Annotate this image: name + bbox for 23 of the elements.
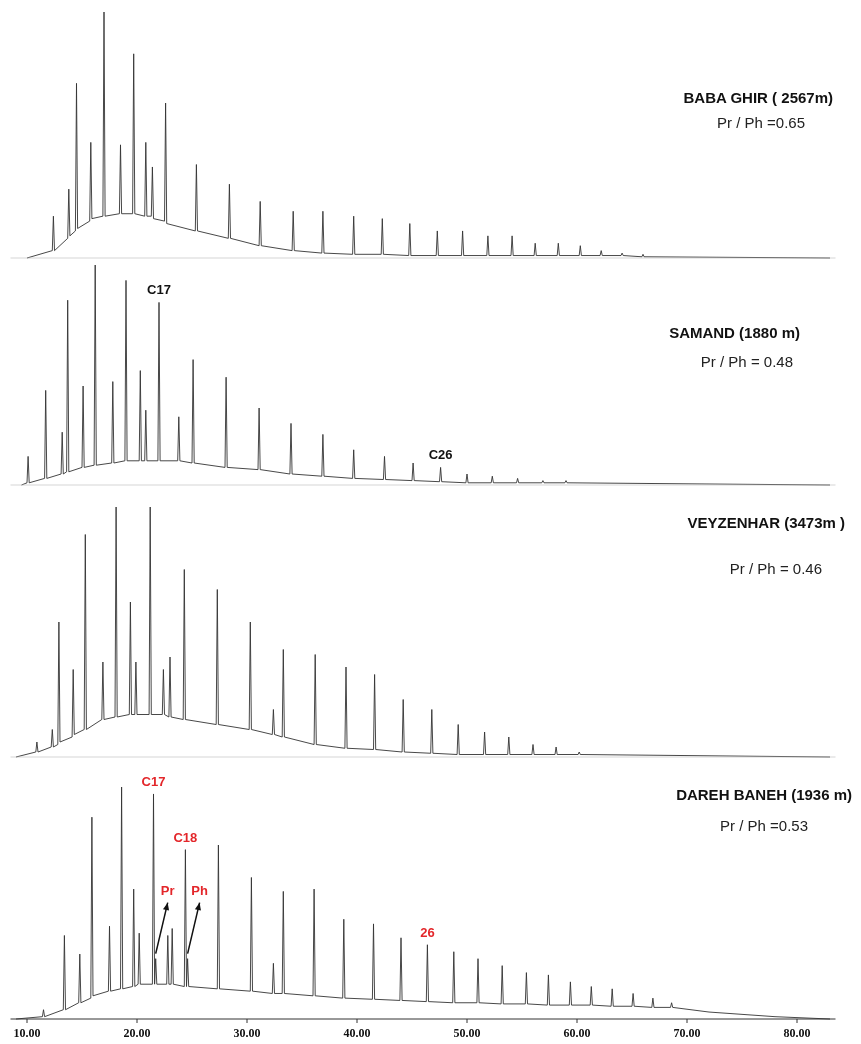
x-tick-label: 30.00: [233, 1026, 261, 1040]
x-tick-label: 20.00: [123, 1026, 151, 1040]
annotation: C17: [147, 282, 171, 298]
x-tick-label: 60.00: [563, 1026, 591, 1040]
text: Pr / Ph =0.53: [720, 817, 808, 834]
x-tick-label: 50.00: [453, 1026, 481, 1040]
text: VEYZENHAR (3473m ): [687, 514, 845, 531]
text: SAMAND (1880 m): [669, 324, 800, 341]
text: Pr / Ph = 0.46: [729, 560, 822, 577]
annotation: C26: [428, 447, 453, 463]
text: Pr / Ph = 0.48: [700, 353, 793, 370]
x-tick-label: 80.00: [783, 1026, 811, 1040]
x-tick-label: 40.00: [343, 1026, 371, 1040]
text: Pr / Ph =0.65: [717, 114, 805, 131]
annotation: Ph: [191, 882, 208, 898]
annotation: C18: [173, 829, 198, 845]
annotation: 26: [420, 924, 435, 940]
x-tick-label: 70.00: [673, 1026, 701, 1040]
annotation: C17: [141, 773, 166, 789]
chart-title: DAREH BANEH (1936 m): [676, 786, 852, 803]
annotation: Pr: [160, 882, 175, 898]
x-tick-label: 10.00: [13, 1026, 41, 1040]
text: BABA GHIR ( 2567m): [683, 89, 833, 106]
